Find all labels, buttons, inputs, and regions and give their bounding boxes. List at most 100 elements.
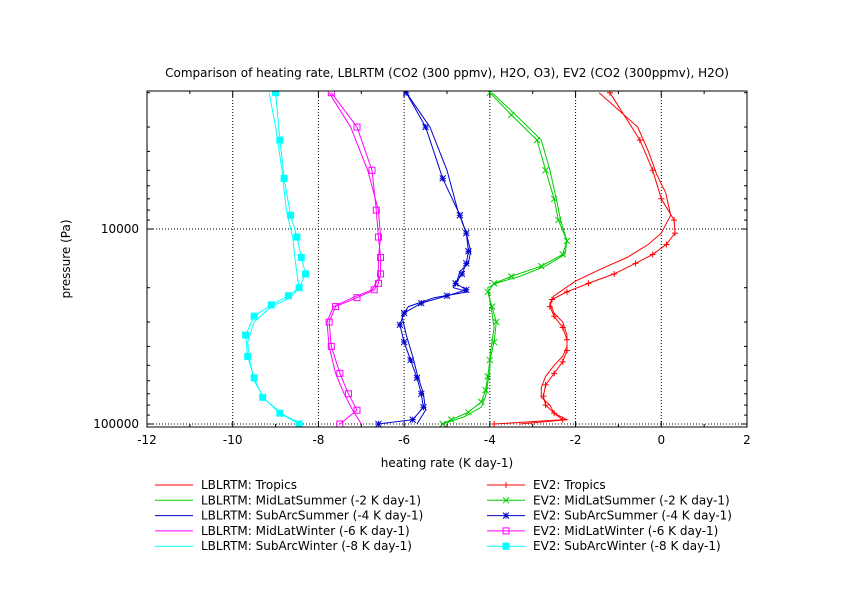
data-point bbox=[276, 409, 284, 417]
data-point bbox=[402, 91, 410, 97]
data-point bbox=[542, 402, 549, 409]
legend-label: LBLRTM: SubArcSummer (-4 K day-1) bbox=[201, 509, 423, 523]
y-axis-label: pressure (Pa) bbox=[59, 219, 73, 298]
data-point bbox=[368, 166, 376, 174]
legend-label: EV2: Tropics bbox=[533, 478, 606, 492]
data-point bbox=[293, 233, 301, 241]
data-point bbox=[490, 338, 498, 346]
legend-label: LBLRTM: MidLatSummer (-2 K day-1) bbox=[201, 493, 421, 507]
data-point bbox=[533, 136, 541, 144]
data-point bbox=[486, 91, 494, 97]
data-point bbox=[477, 398, 485, 406]
data-point bbox=[542, 381, 549, 388]
data-point bbox=[377, 270, 385, 278]
data-point bbox=[377, 253, 385, 261]
series-line bbox=[326, 92, 382, 425]
legend-entry: LBLRTM: SubArcWinter (-8 K day-1) bbox=[155, 539, 412, 553]
legend-entry: LBLRTM: MidLatSummer (-2 K day-1) bbox=[155, 493, 421, 507]
data-series bbox=[242, 91, 678, 427]
data-point bbox=[551, 370, 558, 377]
data-point bbox=[353, 294, 361, 302]
data-point bbox=[551, 410, 558, 417]
data-point bbox=[353, 406, 361, 414]
y-tick-label: 100000 bbox=[93, 417, 139, 431]
data-point bbox=[507, 111, 515, 119]
data-point bbox=[452, 280, 459, 287]
legend-marker bbox=[502, 542, 510, 550]
data-point bbox=[555, 216, 562, 224]
data-point bbox=[663, 241, 670, 248]
data-point bbox=[486, 356, 494, 364]
data-point bbox=[462, 286, 470, 294]
data-point bbox=[540, 393, 547, 400]
axis-ticks: -12 -10 -8 -6 -4 -2 0 2 10000 100000 bbox=[93, 91, 751, 447]
legend-entry: EV2: Tropics bbox=[487, 478, 606, 492]
x-tick-label: -6 bbox=[398, 433, 410, 447]
legend-entry: EV2: MidLatSummer (-2 K day-1) bbox=[487, 493, 730, 507]
data-point bbox=[344, 390, 352, 398]
legend-label: EV2: MidLatWinter (-6 K day-1) bbox=[533, 524, 718, 538]
data-point bbox=[336, 369, 344, 377]
data-point bbox=[585, 280, 592, 287]
data-point bbox=[564, 347, 570, 354]
data-point bbox=[658, 195, 665, 202]
chart-title: Comparison of heating rate, LBLRTM (CO2 … bbox=[165, 66, 729, 80]
data-point bbox=[492, 318, 500, 326]
data-point bbox=[447, 416, 455, 424]
data-point bbox=[250, 312, 258, 320]
data-point bbox=[462, 229, 470, 237]
x-tick-label: -12 bbox=[137, 433, 157, 447]
data-point bbox=[611, 270, 618, 277]
legend-entry: EV2: MidLatWinter (-6 K day-1) bbox=[487, 524, 718, 538]
x-tick-label: 2 bbox=[743, 433, 751, 447]
data-point bbox=[465, 408, 472, 416]
data-point bbox=[400, 309, 408, 317]
x-tick-label: -8 bbox=[312, 433, 324, 447]
legend-label: EV2: SubArcWinter (-8 K day-1) bbox=[533, 539, 721, 553]
data-point bbox=[295, 284, 303, 292]
legend-entry: EV2: SubArcSummer (-4 K day-1) bbox=[487, 509, 732, 523]
data-point bbox=[439, 420, 447, 427]
series-line bbox=[245, 92, 307, 425]
data-point bbox=[353, 123, 361, 131]
legend-label: LBLRTM: Tropics bbox=[201, 478, 297, 492]
x-axis-label: heating rate (K day-1) bbox=[381, 456, 513, 470]
data-point bbox=[546, 303, 553, 310]
data-point bbox=[336, 420, 344, 427]
data-point bbox=[458, 270, 466, 278]
data-point bbox=[559, 251, 567, 258]
data-point bbox=[325, 318, 333, 326]
data-point bbox=[407, 356, 414, 364]
legend-label: LBLRTM: MidLatWinter (-6 K day-1) bbox=[201, 524, 410, 538]
series-line bbox=[494, 92, 676, 425]
data-point bbox=[632, 260, 639, 267]
series-1 bbox=[442, 92, 568, 425]
data-point bbox=[276, 136, 284, 144]
data-point bbox=[491, 421, 498, 427]
data-point bbox=[327, 342, 335, 350]
data-point bbox=[484, 288, 492, 296]
data-point bbox=[374, 233, 382, 241]
legend-marker bbox=[502, 496, 510, 504]
series-line bbox=[328, 92, 382, 425]
legend-entry: LBLRTM: Tropics bbox=[155, 478, 297, 492]
data-point bbox=[672, 230, 678, 237]
data-point bbox=[649, 251, 656, 258]
data-point bbox=[420, 403, 427, 411]
data-point bbox=[636, 137, 643, 144]
data-point bbox=[267, 301, 275, 309]
series-line bbox=[378, 92, 469, 425]
data-point bbox=[244, 352, 252, 360]
data-point bbox=[372, 206, 380, 214]
data-point bbox=[417, 390, 425, 398]
data-point bbox=[551, 313, 558, 320]
legend-entry: EV2: SubArcWinter (-8 K day-1) bbox=[487, 539, 721, 553]
legend-entry: LBLRTM: SubArcSummer (-4 K day-1) bbox=[155, 509, 423, 523]
data-point bbox=[396, 321, 404, 329]
x-tick-label: -2 bbox=[570, 433, 582, 447]
legend-marker bbox=[502, 527, 510, 535]
data-point bbox=[490, 280, 498, 287]
data-point bbox=[374, 279, 382, 287]
